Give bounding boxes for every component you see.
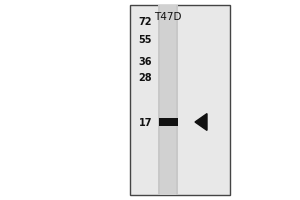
Text: T47D: T47D <box>154 12 182 22</box>
Text: 17: 17 <box>139 118 152 128</box>
Bar <box>158 5 178 195</box>
Polygon shape <box>195 114 207 130</box>
Bar <box>160 5 176 195</box>
Bar <box>130 5 230 195</box>
Text: 72: 72 <box>139 17 152 27</box>
Text: 28: 28 <box>138 73 152 83</box>
Text: 55: 55 <box>139 35 152 45</box>
Bar <box>159 118 178 126</box>
Text: 36: 36 <box>139 57 152 67</box>
